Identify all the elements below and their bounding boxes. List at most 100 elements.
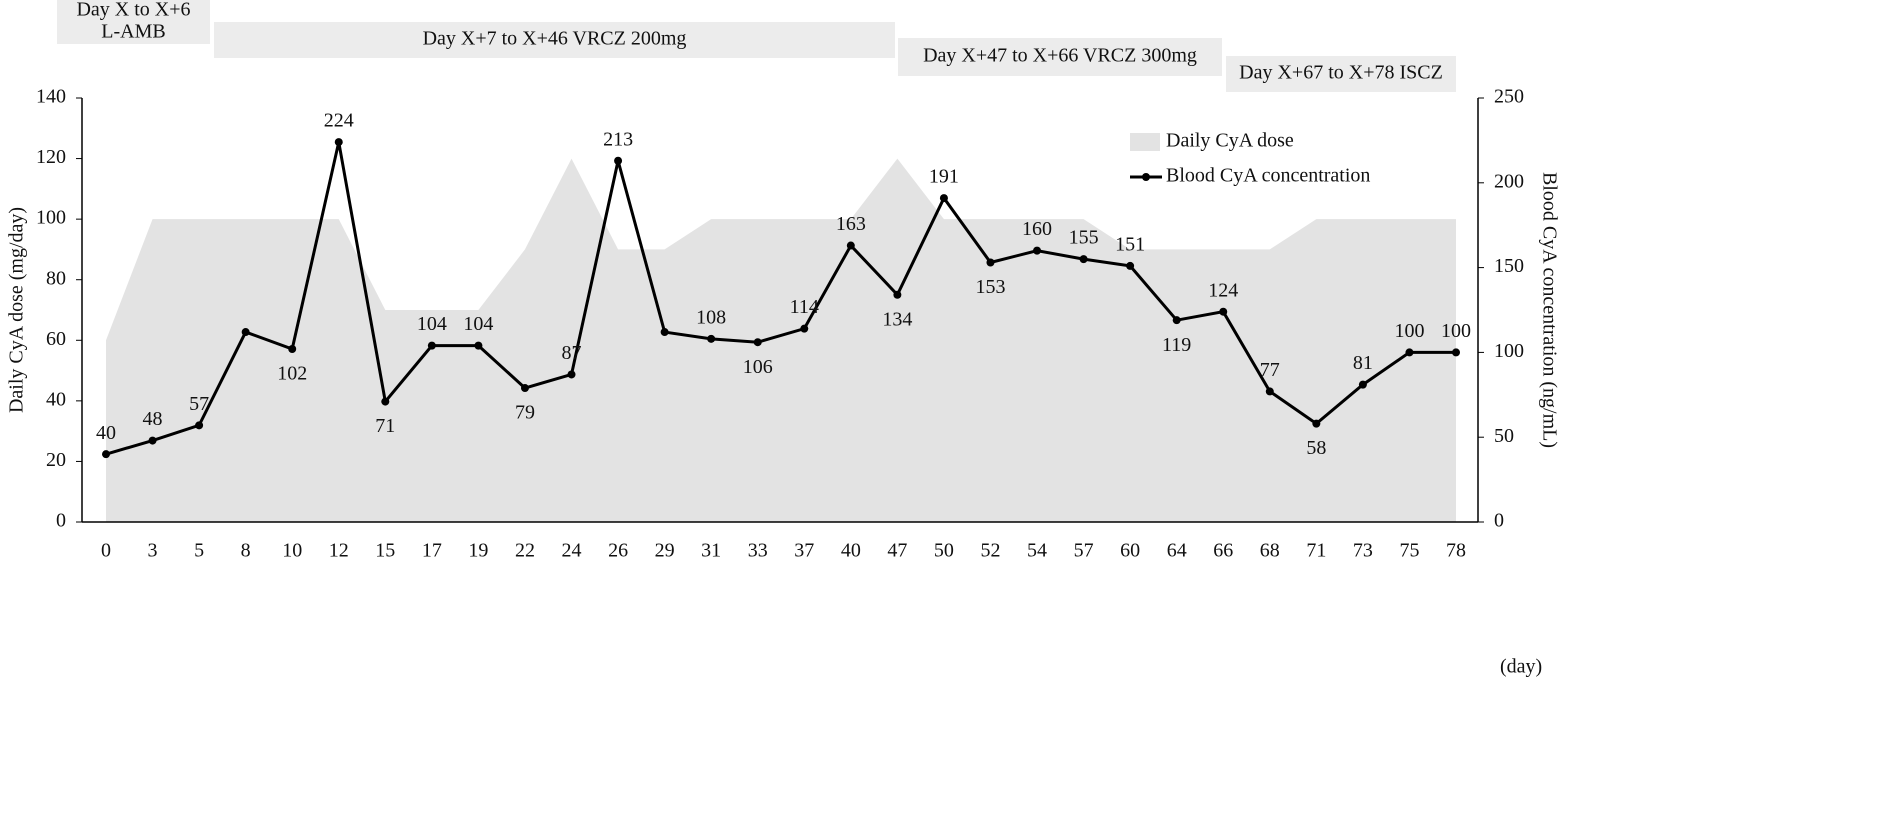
data-label: 100 xyxy=(1441,320,1471,342)
phase-box xyxy=(1226,56,1456,92)
x-tick-label: 78 xyxy=(1446,540,1466,562)
legend-label: Blood CyA concentration xyxy=(1166,165,1370,187)
data-point xyxy=(939,194,948,203)
data-point xyxy=(893,290,902,299)
x-tick-label: 10 xyxy=(282,540,302,562)
data-point xyxy=(1358,380,1367,389)
data-point xyxy=(1079,255,1088,264)
data-label: 114 xyxy=(790,296,819,318)
data-point xyxy=(1219,307,1228,316)
data-point xyxy=(1312,419,1321,428)
y2-tick-label: 0 xyxy=(1494,510,1504,532)
data-point xyxy=(520,384,529,393)
data-label: 104 xyxy=(417,313,447,335)
data-label: 224 xyxy=(324,110,354,132)
concentration-line xyxy=(105,141,1456,456)
data-point xyxy=(1172,316,1181,325)
phase-label: Day X+47 to X+66 VRCZ 300mg xyxy=(923,45,1197,67)
data-label: 160 xyxy=(1022,218,1052,240)
x-tick-label: 50 xyxy=(934,540,954,562)
x-tick-label: 54 xyxy=(1027,540,1047,562)
data-point xyxy=(1126,261,1135,270)
y2-tick-label: 100 xyxy=(1494,340,1524,362)
legend-swatch xyxy=(1130,133,1160,151)
data-label: 79 xyxy=(515,402,535,424)
data-label: 108 xyxy=(696,306,726,328)
x-tick-label: 57 xyxy=(1074,540,1094,562)
data-point xyxy=(1265,387,1274,396)
x-tick-label: 31 xyxy=(701,540,721,562)
data-label: 40 xyxy=(96,422,116,444)
x-tick-label: 29 xyxy=(655,540,675,562)
data-label: 58 xyxy=(1306,437,1326,459)
dose-area xyxy=(106,158,1456,523)
x-axis-label: (day) xyxy=(1500,656,1542,678)
y-tick-label: 0 xyxy=(56,510,66,532)
data-label: 87 xyxy=(562,342,582,364)
x-tick-label: 47 xyxy=(887,540,907,562)
phase-box xyxy=(57,0,210,44)
x-tick-label: 3 xyxy=(148,540,158,562)
y-tick-label: 60 xyxy=(46,328,66,350)
data-point xyxy=(660,328,669,337)
x-tick-label: 60 xyxy=(1120,540,1140,562)
data-label: 151 xyxy=(1115,233,1145,255)
x-tick-label: 33 xyxy=(748,540,768,562)
y-tick-label: 140 xyxy=(36,86,66,108)
data-label: 163 xyxy=(836,213,866,235)
data-point xyxy=(846,241,855,250)
y2-tick-label: 250 xyxy=(1494,86,1524,108)
data-label: 81 xyxy=(1353,352,1373,374)
data-label: 213 xyxy=(603,128,633,150)
y-tick-label: 20 xyxy=(46,449,66,471)
data-label: 155 xyxy=(1069,227,1099,249)
data-label: 119 xyxy=(1162,334,1191,356)
phase-label: Day X+67 to X+78 ISCZ xyxy=(1239,62,1443,84)
data-point xyxy=(381,397,390,406)
x-tick-label: 19 xyxy=(468,540,488,562)
data-point xyxy=(567,370,576,379)
x-tick-label: 15 xyxy=(375,540,395,562)
y-tick-label: 120 xyxy=(36,146,66,168)
y-tick-label: 80 xyxy=(46,267,66,289)
data-point xyxy=(334,138,343,147)
x-tick-label: 73 xyxy=(1353,540,1373,562)
data-label: 124 xyxy=(1208,279,1238,301)
data-point xyxy=(1033,246,1042,255)
x-tick-label: 68 xyxy=(1260,540,1280,562)
data-label: 48 xyxy=(143,408,163,430)
y2-axis-label: Blood CyA concentration (ng/mL) xyxy=(1538,172,1560,448)
data-label: 71 xyxy=(375,415,395,437)
x-tick-label: 12 xyxy=(329,540,349,562)
phase-box xyxy=(214,22,895,58)
legend-swatch-point xyxy=(1142,173,1150,181)
x-tick-label: 40 xyxy=(841,540,861,562)
data-point xyxy=(474,341,483,350)
y2-tick-label: 200 xyxy=(1494,170,1524,192)
data-point xyxy=(1405,348,1414,357)
data-label: 102 xyxy=(277,363,307,385)
phase-label: Day X to X+6 xyxy=(76,0,190,21)
x-tick-label: 26 xyxy=(608,540,628,562)
data-point xyxy=(195,421,204,430)
y2-tick-label: 50 xyxy=(1494,425,1514,447)
x-tick-label: 22 xyxy=(515,540,535,562)
phase-label: L-AMB xyxy=(101,21,165,43)
data-label: 134 xyxy=(882,308,912,330)
data-point xyxy=(707,334,716,343)
x-tick-label: 24 xyxy=(562,540,582,562)
data-label: 104 xyxy=(463,313,493,335)
x-tick-label: 52 xyxy=(980,540,1000,562)
data-label: 106 xyxy=(743,356,773,378)
y-axis-label: Daily CyA dose (mg/day) xyxy=(6,207,28,413)
phase-box xyxy=(898,38,1222,76)
y-tick-label: 40 xyxy=(46,388,66,410)
data-label: 77 xyxy=(1260,359,1280,381)
data-point xyxy=(800,324,809,333)
data-label: 100 xyxy=(1394,320,1424,342)
x-tick-label: 66 xyxy=(1213,540,1233,562)
x-tick-label: 17 xyxy=(422,540,442,562)
y2-tick-label: 150 xyxy=(1494,255,1524,277)
